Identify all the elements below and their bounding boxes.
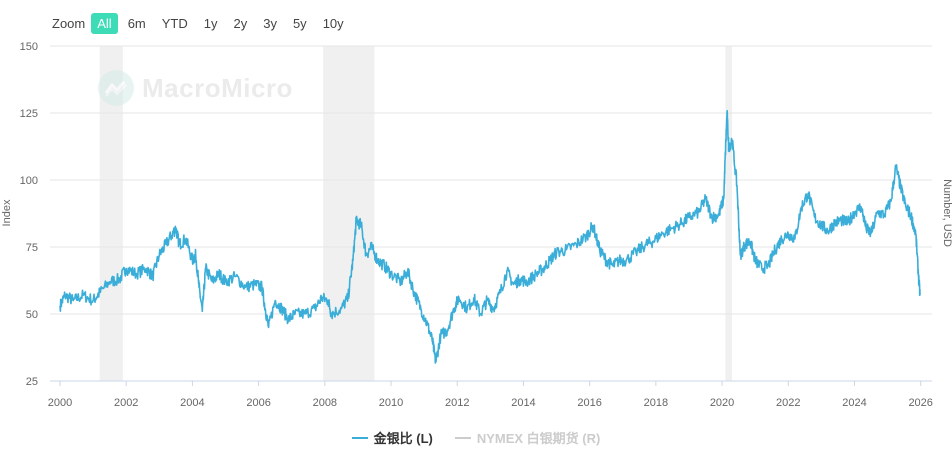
legend-item-nymex-silver[interactable]: NYMEX 白银期货 (R) <box>454 428 601 447</box>
zoom-option-5y[interactable]: 5y <box>292 15 307 31</box>
legend-label-gold-silver-ratio: 金银比 (L) <box>373 431 433 446</box>
y-tick-label-25: 25 <box>26 376 38 388</box>
watermark: MacroMicro <box>98 70 293 106</box>
y-tick-label-125: 125 <box>20 108 38 120</box>
x-tick-label-2004: 2004 <box>180 397 204 409</box>
legend-swatch-nymex-silver <box>454 436 471 439</box>
x-tick-label-2000: 2000 <box>48 397 72 409</box>
x-tick-label-2010: 2010 <box>379 397 403 409</box>
y-tick-label-100: 100 <box>20 175 38 187</box>
zoom-option-10y[interactable]: 10y <box>322 15 344 31</box>
zoom-label: Zoom <box>52 15 86 31</box>
y-tick-label-50: 50 <box>26 309 38 321</box>
watermark-text: MacroMicro <box>142 72 293 103</box>
y-axis-title-right: Number, USD <box>941 179 952 247</box>
recession-band-0 <box>99 46 123 381</box>
zoom-option-3y[interactable]: 3y <box>263 15 277 31</box>
recession-band-1 <box>323 46 375 381</box>
y-tick-label-150: 150 <box>20 41 38 53</box>
legend-label-nymex-silver: NYMEX 白银期货 (R) <box>476 431 601 446</box>
y-tick-label-75: 75 <box>26 242 38 254</box>
recession-band-2 <box>725 46 732 381</box>
x-tick-label-2018: 2018 <box>644 397 668 409</box>
legend-swatch-gold-silver-ratio <box>351 436 368 439</box>
x-tick-label-2026: 2026 <box>908 397 932 409</box>
x-tick-label-2008: 2008 <box>313 397 337 409</box>
x-tick-label-2002: 2002 <box>114 397 138 409</box>
zoom-option-all[interactable]: All <box>91 12 118 34</box>
zoom-option-2y[interactable]: 2y <box>233 15 248 31</box>
x-tick-label-2016: 2016 <box>577 397 601 409</box>
x-tick-label-2022: 2022 <box>776 397 800 409</box>
x-tick-label-2014: 2014 <box>511 397 535 409</box>
zoom-option-6m[interactable]: 6m <box>127 15 146 31</box>
x-tick-label-2012: 2012 <box>445 397 469 409</box>
legend: 金银比 (L) NYMEX 白银期货 (R) <box>0 428 952 447</box>
macromicro-logo-icon <box>98 70 134 106</box>
series-line-gold-silver-ratio <box>59 109 921 364</box>
x-tick-label-2024: 2024 <box>842 397 866 409</box>
legend-item-gold-silver-ratio[interactable]: 金银比 (L) <box>351 428 433 447</box>
zoom-option-ytd[interactable]: YTD <box>161 15 188 31</box>
y-axis-title-left: Index <box>1 199 13 226</box>
zoom-option-1y[interactable]: 1y <box>203 15 218 31</box>
x-tick-label-2006: 2006 <box>246 397 270 409</box>
zoom-bar: Zoom All 6m YTD 1y 2y 3y 5y 10y <box>52 12 354 34</box>
x-tick-label-2020: 2020 <box>710 397 734 409</box>
